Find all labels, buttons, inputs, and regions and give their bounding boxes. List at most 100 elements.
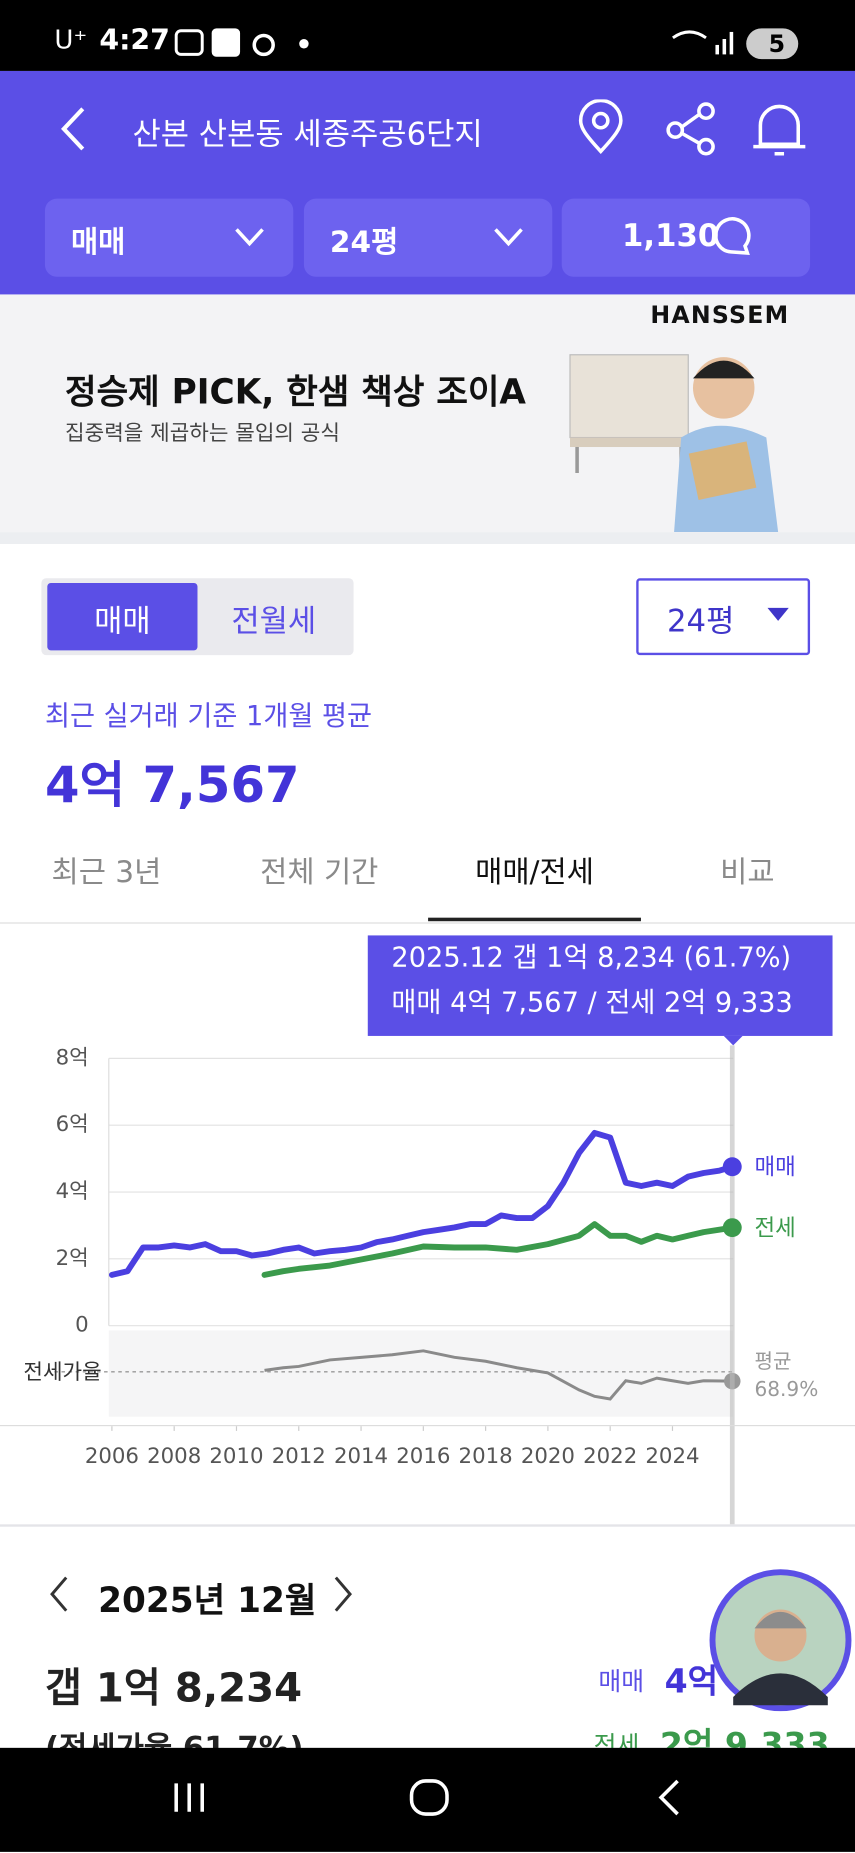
tabs-border	[0, 922, 855, 924]
tab[interactable]: 비교	[720, 854, 775, 890]
tab[interactable]: 매매/전세	[475, 854, 594, 890]
toggle-option: 매매	[94, 604, 151, 640]
series-label: 전세	[754, 1215, 795, 1241]
desk	[569, 354, 689, 439]
ratio-label: 전세가율	[23, 1360, 101, 1385]
comments-button[interactable]	[561, 198, 811, 277]
cursor-line	[729, 1045, 735, 1525]
deal-filter-label: 매매	[70, 224, 126, 259]
battery-level: 5	[768, 29, 786, 58]
chevron	[494, 228, 523, 247]
ratio-line	[264, 1349, 733, 1401]
next-month[interactable]	[334, 1576, 352, 1612]
signal	[729, 31, 734, 55]
x-tick-label: 2014	[334, 1444, 388, 1469]
home-button[interactable]	[409, 1779, 449, 1816]
location-button[interactable]	[578, 99, 623, 154]
status-bar	[0, 0, 855, 71]
header-actions	[578, 99, 806, 156]
avatar-body	[733, 1673, 828, 1706]
carrier: U⁺	[54, 26, 88, 56]
ratio-panel	[108, 1330, 734, 1417]
avatar-hair	[754, 1611, 807, 1629]
x-tick-label: 2008	[147, 1444, 201, 1469]
series-end-point	[722, 1218, 742, 1238]
icon	[211, 28, 241, 57]
x-tick-label: 2006	[85, 1444, 139, 1469]
signal	[722, 39, 727, 55]
x-tick-label: 2018	[459, 1444, 513, 1469]
ad-subtitle: 집중력을 제곱하는 몰입의 공식	[65, 420, 340, 446]
nav-bar	[0, 1747, 855, 1852]
battery	[746, 28, 799, 60]
comment-icon	[713, 217, 751, 256]
chart: 전세가율 평균 68.9% 0 2억 4억 6억 8억 2006 2008 2010 2012 2014…	[23, 935, 833, 1525]
divider	[0, 1524, 855, 1527]
alarm-button[interactable]	[753, 104, 806, 156]
series-line	[108, 1129, 736, 1278]
x-tick-label: 2012	[272, 1444, 326, 1469]
signal	[715, 44, 720, 55]
back-nav-button[interactable]	[658, 1779, 679, 1816]
month-nav	[50, 1576, 352, 1612]
deal-filter[interactable]	[44, 198, 294, 277]
recents-button[interactable]	[174, 1783, 204, 1812]
agent-avatar[interactable]	[707, 1567, 854, 1714]
divider	[0, 532, 855, 544]
clock: 4:27	[99, 23, 170, 57]
tooltip	[367, 935, 833, 1036]
x-tick-label: 2022	[583, 1444, 637, 1469]
x-tick-label: 2010	[209, 1444, 263, 1469]
detail-sale-label: 매매	[598, 1667, 645, 1696]
axis-divider	[0, 1424, 855, 1427]
x-tick-label: 2024	[645, 1444, 699, 1469]
x-tick-label: 2016	[396, 1444, 450, 1469]
price-value: 4억 7,567	[44, 755, 300, 814]
page-title: 산본 산본동 세종주공6단지	[132, 117, 483, 153]
tooltip-pointer	[723, 1035, 743, 1046]
series-label: 매매	[754, 1154, 795, 1180]
size-select[interactable]	[636, 578, 811, 656]
tab-indicator	[428, 917, 641, 922]
tooltip-line: 매매 4억 7,567 / 전세 2억 9,333	[391, 988, 792, 1019]
back-button[interactable]	[57, 104, 92, 154]
size-filter-label: 24평	[329, 224, 399, 259]
back-icon	[61, 107, 85, 151]
icon	[299, 39, 309, 49]
tab[interactable]: 최근 3년	[51, 854, 162, 890]
book	[688, 441, 757, 500]
filter-icons	[235, 217, 751, 256]
detail-month: 2025년 12월	[98, 1579, 317, 1621]
share-button[interactable]	[666, 102, 715, 156]
ratio-average-title: 평균	[754, 1349, 791, 1373]
triangle	[767, 607, 789, 621]
nav-buttons	[174, 1779, 679, 1816]
dropdown-icon	[767, 607, 789, 621]
icon	[252, 33, 275, 57]
ad-title: 정승제 PICK, 한샘 책상 조이A	[65, 371, 526, 412]
toggle-active[interactable]	[47, 583, 198, 651]
y-tick-label: 0	[75, 1313, 89, 1338]
tooltip-line: 2025.12 갭 1억 8,234 (61.7%)	[391, 943, 791, 974]
size-filter[interactable]	[303, 198, 553, 277]
prev-month[interactable]	[50, 1576, 68, 1612]
chevron	[235, 228, 264, 247]
status-icons	[174, 28, 309, 57]
hair	[692, 360, 755, 379]
y-tick-label: 4억	[56, 1179, 89, 1204]
ad-image	[569, 354, 779, 533]
ad-brand: HANSSEM	[650, 300, 790, 329]
wifi-icon	[672, 30, 707, 40]
desk	[569, 437, 689, 448]
y-tick-label: 2억	[56, 1246, 89, 1271]
toggle-option[interactable]: 전월세	[231, 604, 317, 640]
tab[interactable]: 전체 기간	[260, 854, 379, 890]
y-tick-label: 8억	[56, 1045, 89, 1070]
comments-count: 1,130	[622, 218, 720, 255]
icon	[591, 111, 610, 130]
size-select-label: 24평	[666, 604, 735, 640]
price-caption: 최근 실거래 기준 1개월 평균	[44, 701, 373, 733]
series-line	[261, 1221, 736, 1278]
system-icons	[672, 28, 799, 60]
